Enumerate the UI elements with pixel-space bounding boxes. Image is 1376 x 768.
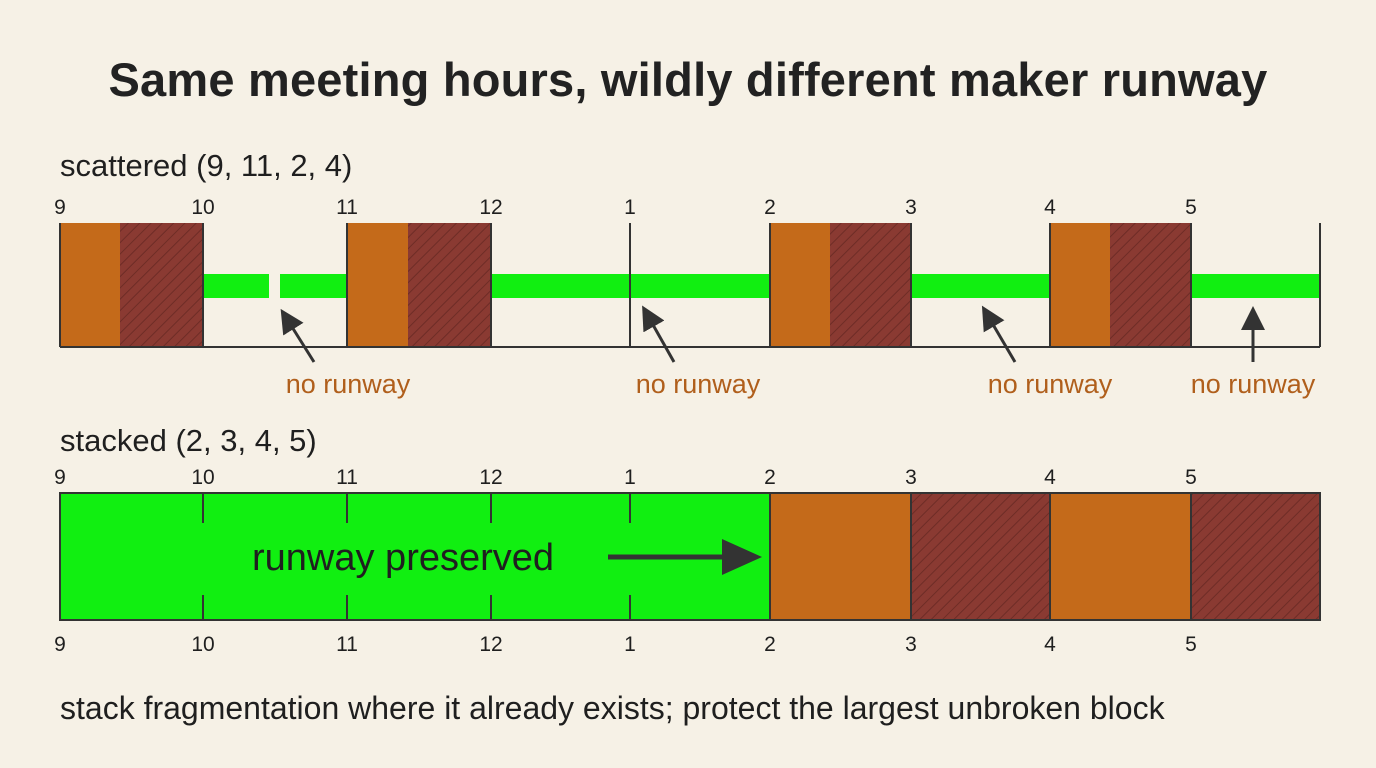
stacked-top-hour-label-11: 11 — [336, 466, 358, 489]
scattered-hour-labels: 9 10 11 12 1 2 3 4 5 — [54, 196, 1197, 219]
stacked-bottom-hour-label-10: 10 — [191, 633, 214, 656]
stacked-timeline: 9 10 11 12 1 2 3 4 5 runway preserved 9 10 11 12 1 2 3… — [54, 466, 1321, 656]
scattered-label: scattered (9, 11, 2, 4) — [60, 148, 353, 183]
stacked-label: stacked (2, 3, 4, 5) — [60, 423, 317, 458]
stacked-bottom-hour-label-2: 2 — [764, 633, 776, 656]
stacked-bottom-hour-label-9: 9 — [54, 633, 66, 656]
runway-tick-stubs — [202, 493, 631, 620]
scattered-hour-label-12: 12 — [479, 196, 502, 219]
note-no-runway-3: no runway — [988, 369, 1113, 399]
runway-arrow-head — [722, 539, 762, 575]
meeting-block-4-second-half — [1110, 223, 1191, 347]
meeting-block-3 — [911, 493, 1050, 620]
stacked-top-hour-label-3: 3 — [905, 466, 917, 489]
gap-bar-10-a — [204, 274, 269, 298]
stacked-bottom-hour-label-4: 4 — [1044, 633, 1056, 656]
note-no-runway-4: no runway — [1191, 369, 1316, 399]
page-title: Same meeting hours, wildly different mak… — [108, 53, 1268, 106]
note-arrow-3 — [981, 305, 1017, 363]
scattered-hour-label-2: 2 — [764, 196, 776, 219]
note-no-runway-2: no runway — [636, 369, 761, 399]
runway-preserved-label: runway preserved — [252, 537, 554, 579]
gap-bar-10-b — [280, 274, 347, 298]
stacked-hour-labels-top: 9 10 11 12 1 2 3 4 5 — [54, 466, 1197, 489]
scattered-hour-label-10: 10 — [191, 196, 214, 219]
scattered-hour-label-4: 4 — [1044, 196, 1056, 219]
meeting-block-4-first-half — [1050, 223, 1110, 347]
note-arrow-1 — [280, 308, 316, 363]
stacked-top-hour-label-5: 5 — [1185, 466, 1197, 489]
meeting-block-5 — [1191, 493, 1320, 620]
scattered-timeline: 9 10 11 12 1 2 3 4 5 no runway — [54, 196, 1321, 399]
stacked-bottom-hour-label-5: 5 — [1185, 633, 1197, 656]
stacked-hour-labels-bottom: 9 10 11 12 1 2 3 4 5 — [54, 633, 1197, 656]
stacked-top-hour-label-9: 9 — [54, 466, 66, 489]
meeting-block-9-first-half — [60, 223, 120, 347]
stacked-top-hour-label-10: 10 — [191, 466, 214, 489]
meeting-block-9-second-half — [120, 223, 203, 347]
meeting-block-11-second-half — [408, 223, 491, 347]
stacked-top-hour-label-4: 4 — [1044, 466, 1056, 489]
stacked-bottom-hour-label-11: 11 — [336, 633, 358, 656]
stacked-top-hour-label-12: 12 — [479, 466, 502, 489]
gap-bar-5-onward — [1191, 274, 1320, 298]
scattered-hour-label-3: 3 — [905, 196, 917, 219]
gap-bar-3-to-4 — [911, 274, 1050, 298]
stacked-bottom-hour-label-1: 1 — [624, 633, 636, 656]
meeting-block-2-first-half — [770, 223, 830, 347]
caption: stack fragmentation where it already exi… — [60, 690, 1165, 726]
stacked-outline — [59, 492, 1321, 621]
meeting-block-11-first-half — [347, 223, 408, 347]
note-arrow-2 — [642, 305, 676, 363]
stacked-top-hour-label-2: 2 — [764, 466, 776, 489]
meeting-block-2 — [770, 493, 911, 620]
scattered-hour-label-1: 1 — [624, 196, 636, 219]
scattered-hour-label-9: 9 — [54, 196, 66, 219]
meeting-block-2-second-half — [830, 223, 911, 347]
stacked-top-hour-label-1: 1 — [624, 466, 636, 489]
scattered-hour-label-11: 11 — [336, 196, 358, 219]
scattered-hour-label-5: 5 — [1185, 196, 1197, 219]
stacked-bottom-hour-label-3: 3 — [905, 633, 917, 656]
meeting-block-4 — [1050, 493, 1191, 620]
stacked-bottom-hour-label-12: 12 — [479, 633, 502, 656]
note-no-runway-1: no runway — [286, 369, 411, 399]
